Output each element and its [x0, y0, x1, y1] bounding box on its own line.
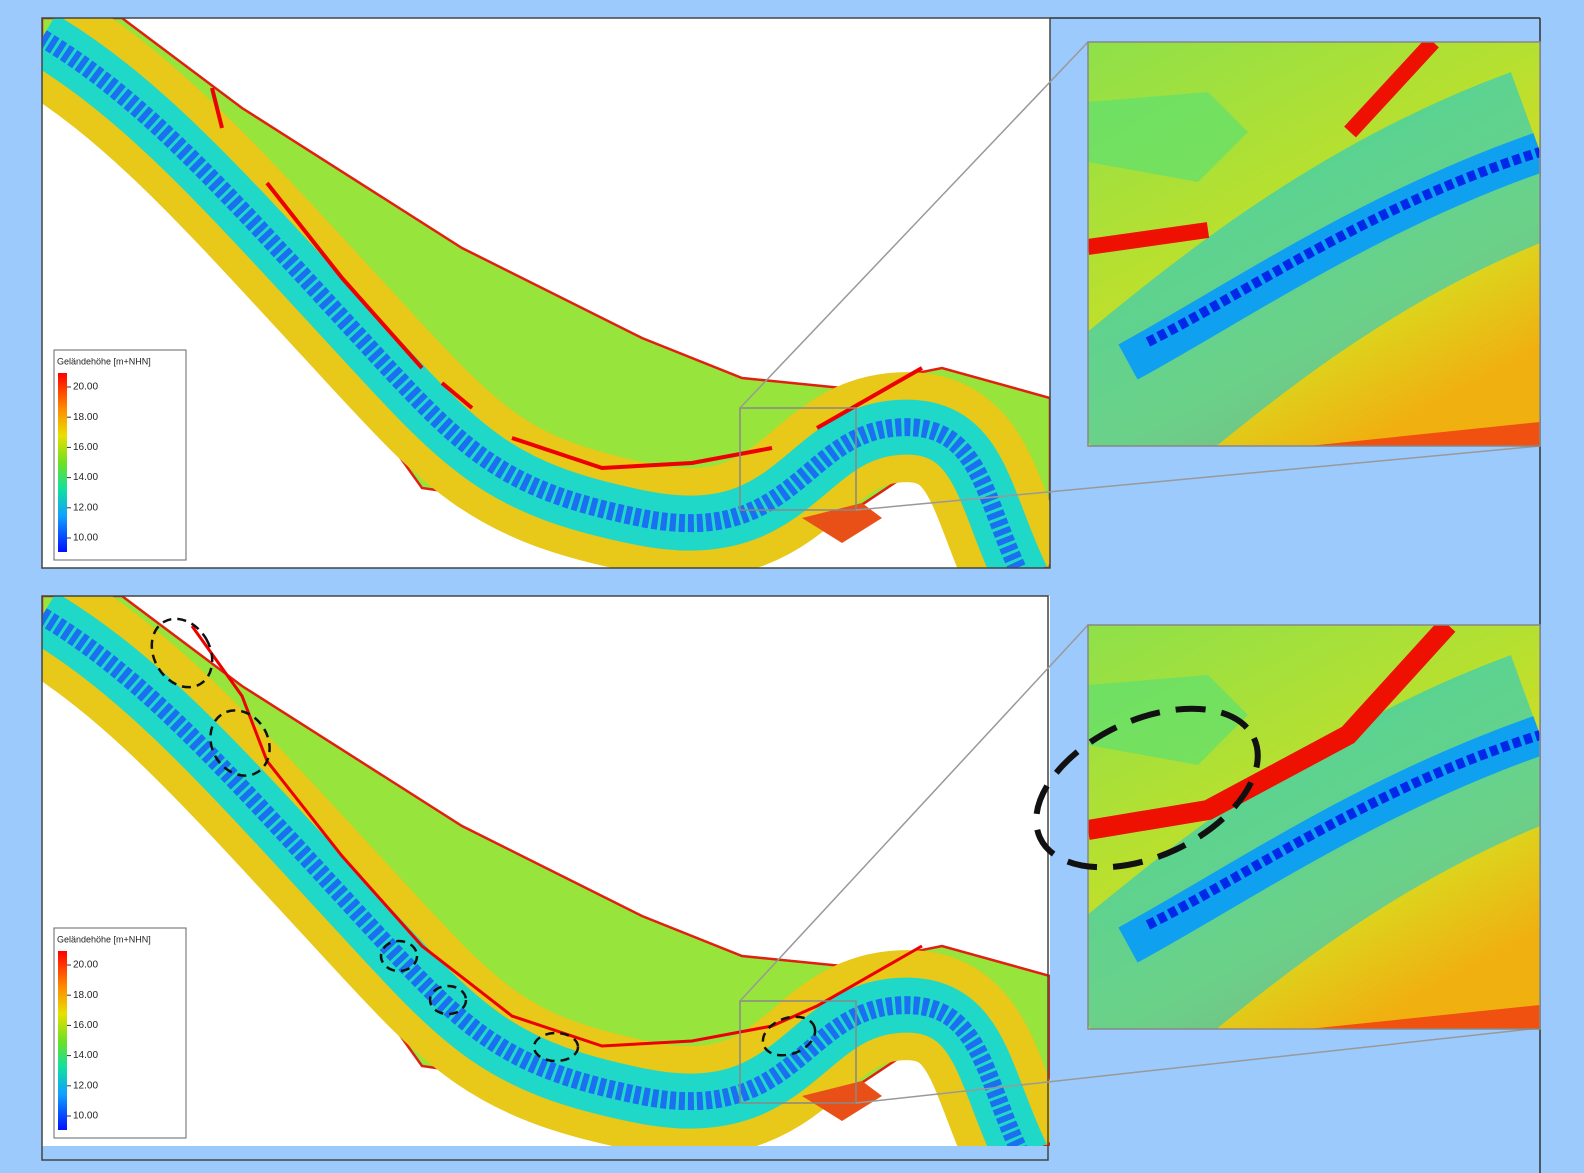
legend-tick-label: 14.00 [73, 472, 98, 483]
legend-tick-label: 18.00 [73, 412, 98, 423]
legend-tick-label: 14.00 [73, 1050, 98, 1061]
terrain [42, 18, 1050, 578]
inset [1088, 42, 1540, 446]
legend-tick-label: 18.00 [73, 990, 98, 1001]
legend-tick-label: 20.00 [73, 382, 98, 393]
page: html, body { margin: 0; padding: 0; widt… [0, 0, 1584, 1173]
legend-tick-label: 20.00 [73, 960, 98, 971]
figure: Geländehöhe [m+NHN] 20.00 18.00 16.00 14.00 1… [0, 0, 1584, 1173]
legend: Geländehöhe [m+NHN] 20.00 18.00 16.00 14.00 1… [54, 350, 186, 560]
map-panel: Geländehöhe [m+NHN] 20.00 18.00 16.00 14.00 1… [42, 18, 1050, 578]
legend-tick-label: 16.00 [73, 442, 98, 453]
map-panel: Geländehöhe [m+NHN] 20.00 18.00 16.00 14.00 1… [42, 596, 1050, 1160]
inset [1088, 625, 1540, 1029]
legend-title: Geländehöhe [m+NHN] [57, 934, 151, 944]
legend-tick-label: 16.00 [73, 1020, 98, 1031]
legend: Geländehöhe [m+NHN] 20.00 18.00 16.00 14.00 1… [54, 928, 186, 1138]
terrain [42, 596, 1050, 1156]
legend-title: Geländehöhe [m+NHN] [57, 356, 151, 366]
legend-tick-label: 12.00 [73, 1080, 98, 1091]
colorbar [58, 951, 67, 1130]
legend-tick-label: 10.00 [73, 1111, 98, 1122]
legend-tick-label: 10.00 [73, 533, 98, 544]
colorbar [58, 373, 67, 552]
page-body: {"panels": [ {"legend": {"title": "Gelän… [0, 0, 1584, 1173]
legend-tick-label: 12.00 [73, 502, 98, 513]
